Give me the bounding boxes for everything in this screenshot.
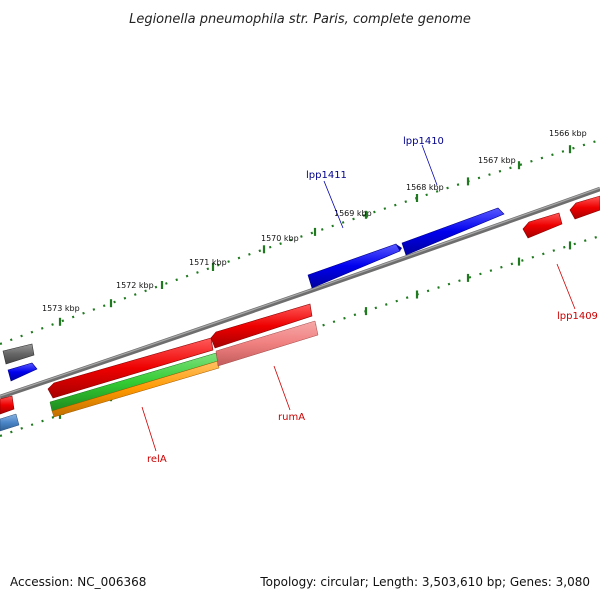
gene-lpp1409[interactable]	[522, 212, 563, 239]
gene-left-steel[interactable]	[0, 413, 20, 432]
kbp-label-1571: 1571 kbp	[189, 258, 227, 267]
gene-label-lpp1411: lpp1411	[306, 170, 347, 181]
gene-rumA[interactable]	[210, 303, 313, 349]
gene-lpp1411[interactable]	[307, 243, 402, 289]
kbp-label-1567: 1567 kbp	[478, 156, 516, 165]
gene-label-rumA: rumA	[278, 412, 305, 423]
accession-text: Accession: NC_006368	[10, 575, 146, 589]
leader-lpp1410	[421, 144, 438, 186]
kbp-label-1566: 1566 kbp	[549, 129, 587, 138]
genome-backbone	[0, 186, 600, 400]
kbp-label-1569: 1569 kbp	[334, 209, 372, 218]
gene-relA[interactable]	[47, 337, 214, 399]
genome-info-text: Topology: circular; Length: 3,503,610 bp…	[259, 575, 590, 589]
gene-label-relA: relA	[147, 454, 167, 465]
gene-right-red[interactable]	[569, 195, 600, 220]
leader-lpp1411	[323, 180, 344, 229]
kbp-label-1572: 1572 kbp	[116, 281, 154, 290]
gene-relA-orange[interactable]	[51, 360, 220, 418]
gene-label-lpp1410: lpp1410	[403, 136, 444, 147]
gene-rumA-pink[interactable]	[215, 320, 319, 367]
kbp-label-1570: 1570 kbp	[261, 234, 299, 243]
leader-rumA	[273, 365, 291, 411]
map-title: Legionella pneumophila str. Paris, compl…	[129, 12, 471, 27]
kbp-label-1568: 1568 kbp	[406, 183, 444, 192]
gene-lpp1410[interactable]	[401, 207, 505, 256]
gene-label-lpp1409: lpp1409	[557, 311, 598, 322]
gene-left-red[interactable]	[0, 395, 15, 415]
genome-backbone-highlight	[0, 187, 600, 397]
kbp-label-1573: 1573 kbp	[42, 304, 80, 313]
gene-left-gray[interactable]	[2, 343, 35, 365]
leader-lpp1409	[556, 263, 576, 310]
gene-left-blue[interactable]	[7, 362, 38, 382]
leader-relA	[141, 406, 157, 452]
